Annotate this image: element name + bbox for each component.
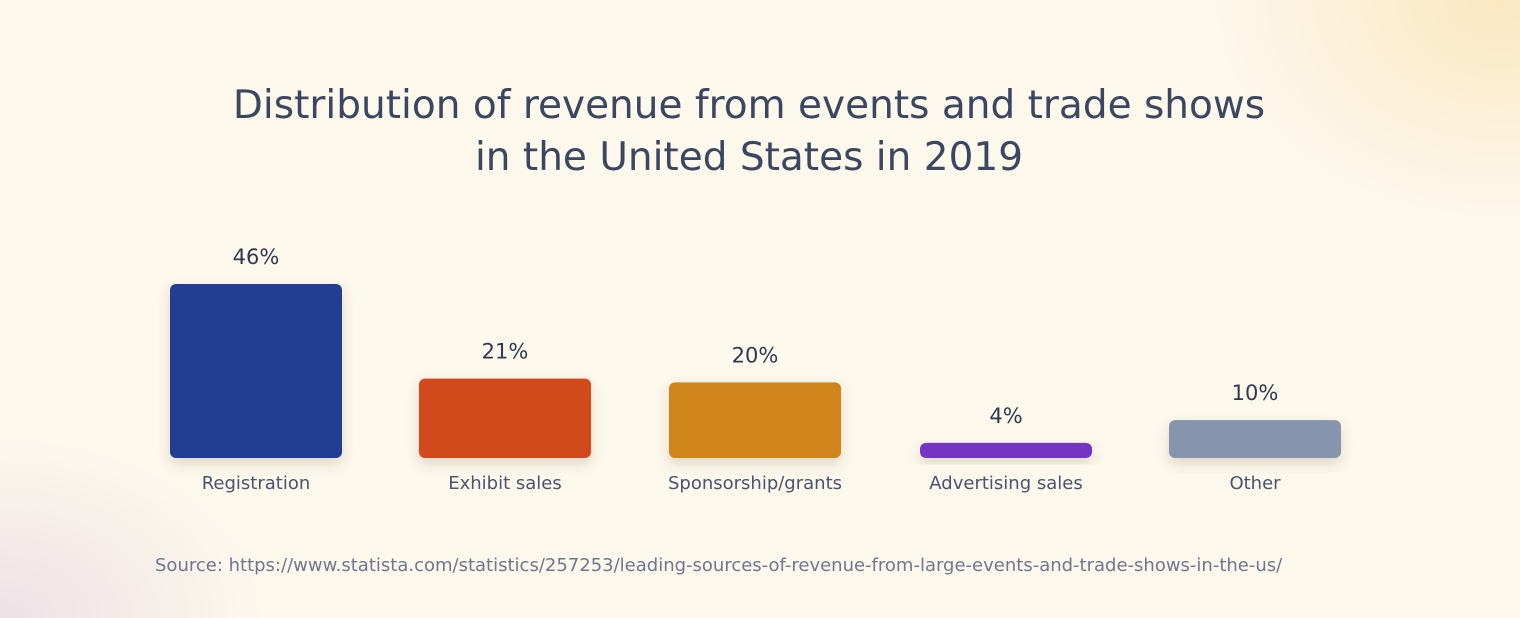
source-note: Source: https://www.statista.com/statist…	[155, 555, 1283, 576]
value-label: 21%	[482, 340, 529, 364]
bar-other	[1169, 420, 1341, 458]
bar-sponsorship-grants	[669, 382, 841, 458]
chart-title-line-2: in the United States in 2019	[474, 135, 1024, 180]
value-label: 46%	[233, 245, 280, 269]
category-label: Registration	[202, 473, 311, 494]
value-label: 4%	[989, 404, 1022, 428]
bar-registration	[170, 284, 342, 458]
bars-group: 46% Registration 21% Exhibit sales 20% Sponso…	[170, 245, 1341, 494]
bar-advertising-sales	[920, 442, 1092, 458]
category-label: Sponsorship/grants	[668, 473, 842, 494]
chart-title: Distribution of revenue from events and …	[0, 80, 1498, 184]
category-label: Advertising sales	[929, 473, 1082, 494]
value-label: 20%	[732, 343, 779, 367]
bar-exhibit-sales	[419, 378, 591, 458]
value-label: 10%	[1232, 381, 1279, 405]
chart-title-line-1: Distribution of revenue from events and …	[232, 83, 1266, 128]
category-label: Exhibit sales	[448, 473, 562, 494]
category-label: Other	[1229, 473, 1281, 494]
